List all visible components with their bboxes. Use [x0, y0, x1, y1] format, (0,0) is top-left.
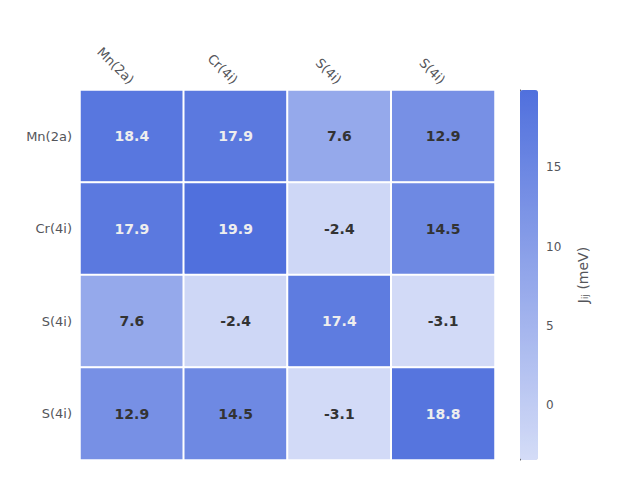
svg-text:12.9: 12.9 [115, 406, 150, 422]
svg-text:-3.1: -3.1 [324, 406, 355, 422]
svg-text:19.9: 19.9 [218, 221, 253, 237]
svg-text:-2.4: -2.4 [324, 221, 355, 237]
svg-text:17.9: 17.9 [115, 221, 150, 237]
svg-text:5: 5 [546, 319, 554, 333]
svg-text:S(4i): S(4i) [42, 314, 72, 329]
svg-text:18.8: 18.8 [426, 406, 461, 422]
svg-text:-3.1: -3.1 [428, 313, 459, 329]
svg-text:Mn(2a): Mn(2a) [94, 44, 137, 87]
svg-text:S(4i): S(4i) [416, 55, 448, 87]
svg-text:14.5: 14.5 [218, 406, 253, 422]
svg-text:-2.4: -2.4 [220, 313, 251, 329]
svg-text:0: 0 [546, 398, 554, 412]
svg-text:15: 15 [546, 160, 561, 174]
svg-text:Mn(2a): Mn(2a) [26, 129, 72, 144]
svg-text:Cr(4i): Cr(4i) [205, 51, 241, 87]
svg-text:17.9: 17.9 [218, 128, 253, 144]
svg-text:S(4i): S(4i) [42, 406, 72, 421]
svg-text:7.6: 7.6 [119, 313, 144, 329]
svg-text:S(4i): S(4i) [313, 55, 345, 87]
svg-text:12.9: 12.9 [426, 128, 461, 144]
svg-text:7.6: 7.6 [327, 128, 352, 144]
svg-text:17.4: 17.4 [322, 313, 357, 329]
svg-text:Cr(4i): Cr(4i) [36, 221, 72, 236]
svg-text:Jᵢⱼ (meV): Jᵢⱼ (meV) [575, 247, 591, 304]
svg-text:10: 10 [546, 240, 561, 254]
svg-text:18.4: 18.4 [115, 128, 150, 144]
svg-text:14.5: 14.5 [426, 221, 461, 237]
